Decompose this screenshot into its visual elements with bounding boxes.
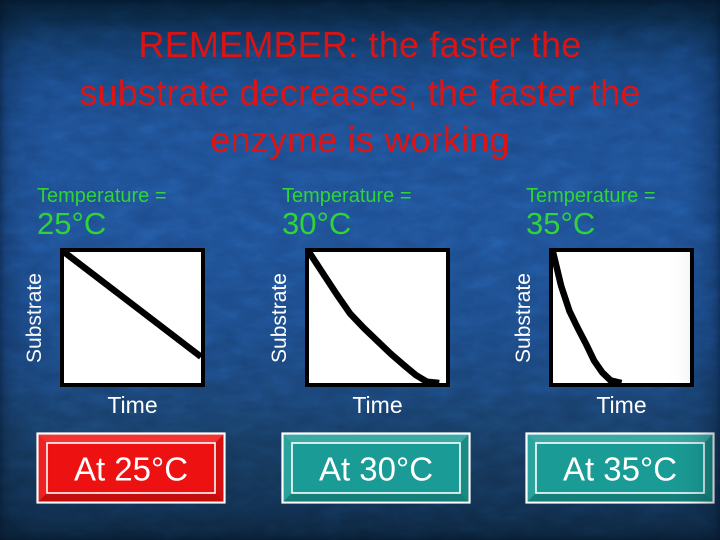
at-25c-button[interactable]: At 25°C: [36, 432, 226, 504]
title-line-2: substrate decreases, the faster the: [79, 71, 641, 113]
y-axis-label-text: Substrate: [512, 272, 536, 363]
temperature-panel-25c: Temperature = 25°C Substrate Time At 25°…: [0, 180, 240, 540]
slide-title: REMEMBER: the faster the substrate decre…: [10, 21, 710, 164]
substrate-decay-line: [553, 252, 623, 383]
y-axis-label: Substrate: [267, 248, 293, 387]
substrate-decay-line: [309, 252, 440, 383]
temperature-value: 35°C: [526, 206, 596, 241]
x-axis-label: Time: [352, 392, 403, 418]
x-axis-label: Time: [596, 392, 647, 418]
temperature-panel-30c: Temperature = 30°C Substrate Time At 30°…: [240, 180, 480, 540]
temperature-value: 25°C: [37, 206, 107, 241]
button-label: At 35°C: [563, 451, 677, 488]
temperature-value: 30°C: [282, 206, 352, 241]
temperature-panel-35c: Temperature = 35°C Substrate Time At 35°…: [480, 180, 720, 540]
button-label: At 25°C: [74, 451, 188, 488]
bevel-top: [283, 434, 469, 443]
x-axis-label: Time: [107, 392, 158, 418]
at-30c-button[interactable]: At 30°C: [281, 432, 471, 504]
bevel-right: [704, 434, 713, 502]
substrate-time-chart-25c: [60, 248, 205, 387]
bevel-right: [215, 434, 224, 502]
y-axis-label: Substrate: [22, 248, 48, 387]
bevel-top: [38, 434, 224, 443]
bevel-bottom: [527, 493, 713, 502]
chart-canvas: [64, 252, 201, 360]
chart-canvas: [309, 252, 440, 383]
y-axis-label-text: Substrate: [23, 272, 47, 363]
bevel-top: [527, 434, 713, 443]
y-axis-label-text: Substrate: [268, 272, 292, 363]
title-line-1: REMEMBER: the faster the: [138, 24, 582, 65]
at-35c-button[interactable]: At 35°C: [525, 432, 715, 504]
bevel-bottom: [283, 493, 469, 502]
bevel-bottom: [38, 493, 224, 502]
title-line-3: enzyme is working: [210, 119, 510, 161]
substrate-time-chart-30c: [305, 248, 450, 387]
bevel-right: [460, 434, 469, 502]
substrate-time-chart-35c: [549, 248, 694, 387]
bevel-left: [527, 434, 536, 502]
temperature-label: Temperature =: [37, 185, 167, 207]
bevel-left: [38, 434, 47, 502]
chart-canvas: [553, 252, 623, 383]
y-axis-label: Substrate: [511, 248, 537, 387]
substrate-decay-line: [64, 252, 201, 360]
temperature-label: Temperature =: [282, 185, 412, 207]
temperature-label: Temperature =: [526, 185, 656, 207]
bevel-left: [283, 434, 292, 502]
button-label: At 30°C: [319, 451, 433, 488]
